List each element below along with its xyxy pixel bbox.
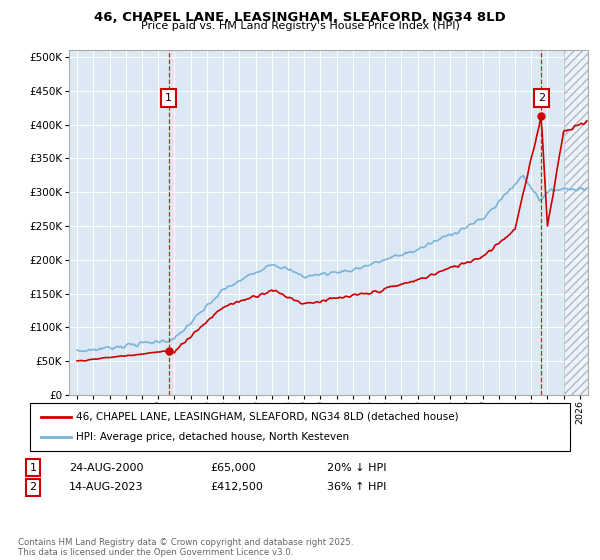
Text: Contains HM Land Registry data © Crown copyright and database right 2025.
This d: Contains HM Land Registry data © Crown c… [18, 538, 353, 557]
Text: £65,000: £65,000 [210, 463, 256, 473]
Text: 24-AUG-2000: 24-AUG-2000 [69, 463, 143, 473]
Text: 2: 2 [538, 92, 545, 102]
Text: 2: 2 [29, 482, 37, 492]
FancyBboxPatch shape [30, 403, 570, 451]
Bar [563, 50, 588, 395]
Text: £412,500: £412,500 [210, 482, 263, 492]
Text: 1: 1 [29, 463, 37, 473]
Text: 36% ↑ HPI: 36% ↑ HPI [327, 482, 386, 492]
Text: 14-AUG-2023: 14-AUG-2023 [69, 482, 143, 492]
Text: 46, CHAPEL LANE, LEASINGHAM, SLEAFORD, NG34 8LD (detached house): 46, CHAPEL LANE, LEASINGHAM, SLEAFORD, N… [76, 412, 458, 422]
Text: Price paid vs. HM Land Registry's House Price Index (HPI): Price paid vs. HM Land Registry's House … [140, 21, 460, 31]
Text: 20% ↓ HPI: 20% ↓ HPI [327, 463, 386, 473]
Bar [563, 50, 588, 395]
Text: HPI: Average price, detached house, North Kesteven: HPI: Average price, detached house, Nort… [76, 432, 349, 442]
Text: 1: 1 [165, 92, 172, 102]
Text: 46, CHAPEL LANE, LEASINGHAM, SLEAFORD, NG34 8LD: 46, CHAPEL LANE, LEASINGHAM, SLEAFORD, N… [94, 11, 506, 24]
